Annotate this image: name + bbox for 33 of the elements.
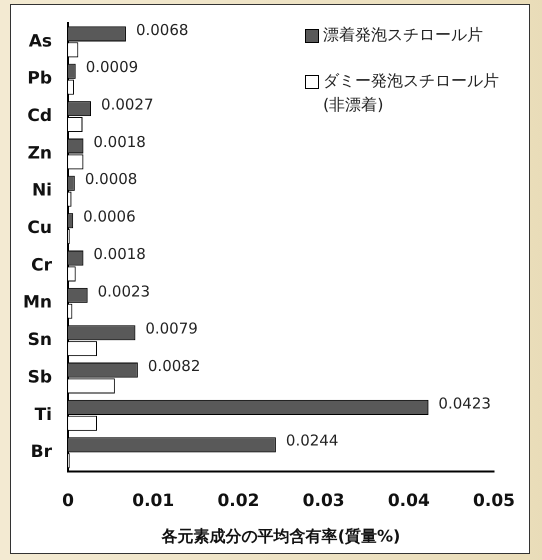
- x-tick-label: 0.02: [217, 491, 260, 512]
- x-tick-label: 0: [62, 491, 74, 512]
- x-tick-label: 0.04: [388, 491, 430, 512]
- x-tick-label: 0.01: [132, 491, 174, 512]
- data-label: 0.0008: [84, 170, 138, 188]
- data-label: 0.0027: [101, 96, 154, 114]
- data-label: 0.0018: [93, 244, 146, 263]
- y-tick-label: Cd: [27, 106, 52, 126]
- data-label: 0.0006: [83, 208, 136, 226]
- data-label: 0.0009: [86, 58, 138, 76]
- data-label: 0.0079: [145, 320, 198, 338]
- y-tick-label: Cr: [31, 255, 53, 276]
- data-label: 0.0023: [98, 282, 150, 300]
- y-tick-label: Ti: [34, 404, 52, 425]
- y-tick-label: Sn: [28, 330, 52, 350]
- legend-label: 漂着発泡スチロール片: [323, 24, 483, 46]
- text: ダミー発泡スチロール片 (非漂着): [323, 70, 500, 116]
- y-tick-label: Mn: [22, 292, 52, 313]
- x-axis-title: 各元素成分の平均含有率(質量%): [160, 526, 400, 546]
- y-tick-label: As: [28, 31, 52, 52]
- data-label: 0.0423: [438, 394, 491, 412]
- y-tick-label: Zn: [28, 143, 52, 164]
- y-tick-label: Pb: [27, 68, 52, 89]
- data-label: 0.0244: [286, 432, 338, 450]
- x-tick-label: 0.03: [302, 491, 345, 512]
- y-tick-label: Cu: [27, 218, 52, 238]
- y-tick-label: Sb: [28, 367, 52, 388]
- data-label: 0.0068: [136, 20, 188, 39]
- y-tick-label: Br: [30, 442, 53, 462]
- data-label: 0.0082: [148, 356, 200, 375]
- x-tick-label: 0.05: [473, 491, 516, 512]
- y-tick-label: Ni: [32, 180, 52, 201]
- data-label: 0.0018: [93, 132, 146, 151]
